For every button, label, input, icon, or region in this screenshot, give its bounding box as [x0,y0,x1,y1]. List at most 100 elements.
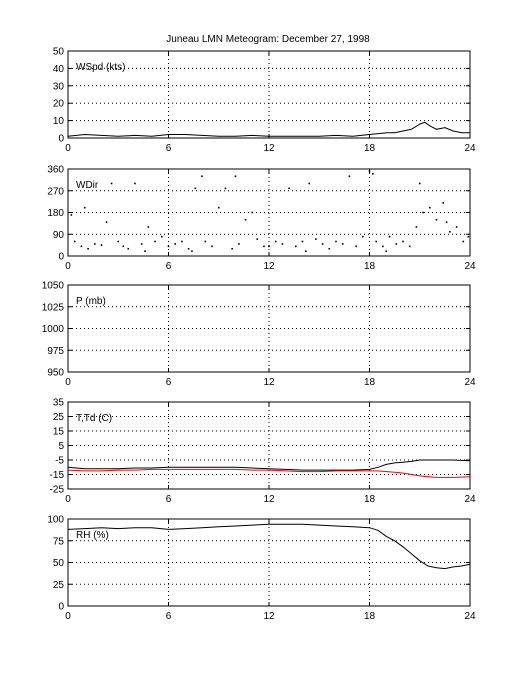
x-tick-label: 0 [65,611,71,622]
y-tick-label: 10 [53,116,65,127]
y-tick-label: -5 [55,456,64,467]
y-tick-label: 0 [58,602,64,613]
wind-direction-point [154,240,156,243]
wind-direction-point [368,170,371,173]
x-tick-label: 6 [166,494,172,505]
wind-direction-point [328,247,331,250]
wind-direction-point [435,218,438,221]
wind-direction-point [408,245,411,248]
x-tick-label: 24 [464,143,476,154]
panel-3: -25 -15 -5 5 15 25 35 0 6 12 18 24 T,Td (C) [50,398,476,506]
y-tick-label: 50 [53,558,65,569]
y-tick-label: 35 [53,398,65,409]
wind-direction-point [455,226,458,228]
wind-direction-point [244,218,247,221]
wind-direction-point [341,243,344,245]
y-tick-label: 360 [47,165,64,176]
x-tick-label: 12 [263,143,275,154]
series-line-0 [67,121,470,137]
y-tick-label: 25 [53,412,65,423]
wind-direction-point [415,226,418,228]
wind-direction-point [194,187,197,190]
wind-direction-point [295,245,297,248]
y-tick-label: 75 [53,536,65,547]
x-tick-label: 12 [263,261,275,272]
wind-direction-point [144,250,146,252]
panel-4: 0 25 50 75 100 0 6 12 18 24 RH (%) [47,515,476,623]
plot-area [68,51,470,138]
x-tick-label: 24 [464,377,476,388]
series-line-0 [67,459,471,471]
x-tick-label: 12 [263,611,275,622]
wind-direction-point [402,240,404,243]
y-tick-label: 950 [47,368,64,379]
wind-direction-point [105,221,108,223]
wind-direction-point [385,250,388,252]
panel-label: WDir [76,180,99,191]
wind-direction-point [467,235,470,238]
wind-direction-point [174,243,176,245]
y-tick-label: 270 [47,186,64,197]
wind-direction-point [167,245,170,248]
wind-direction-point [395,243,398,245]
wind-direction-point [422,211,424,214]
x-tick-label: 6 [166,611,172,622]
x-tick-label: 0 [65,261,71,272]
wind-direction-point [87,247,89,250]
y-tick-label: 0 [58,252,64,263]
wind-direction-point [321,243,324,245]
wind-direction-point [73,240,76,243]
wind-direction-point [187,247,190,250]
x-tick-label: 18 [364,494,376,505]
series-line-1 [67,468,471,478]
wind-direction-point [355,245,357,248]
wind-direction-point [449,231,451,233]
wind-direction-point [388,235,391,238]
wind-direction-point [234,175,237,178]
wind-direction-point [181,240,183,243]
wind-direction-point [70,214,73,216]
wind-direction-point [281,243,284,245]
plot-frame [67,50,471,139]
wind-direction-point [94,243,96,245]
y-tick-label: 975 [47,346,64,357]
wind-direction-point [372,173,374,175]
wind-direction-point [83,206,86,209]
wind-direction-point [335,240,337,243]
series-line-0 [67,523,471,570]
wind-direction-point [348,175,351,178]
y-tick-label: 1000 [42,324,65,335]
wind-direction-point [308,182,310,185]
x-tick-label: 12 [263,494,275,505]
x-tick-label: 6 [166,143,172,154]
wind-direction-point [442,202,444,204]
plot-frame [67,401,471,490]
y-tick-label: 0 [58,134,64,145]
wind-direction-point [140,243,143,245]
wind-direction-point [462,240,465,243]
wind-direction-point [445,221,448,223]
y-tick-label: 25 [53,580,65,591]
y-tick-label: -15 [50,470,65,481]
y-tick-label: 40 [53,64,65,75]
figure-title: Juneau LMN Meteogram: December 27, 1998 [166,34,370,45]
x-tick-label: 0 [65,377,71,388]
x-tick-label: 24 [464,494,476,505]
x-tick-label: 12 [263,377,275,388]
panel-label: RH (%) [76,530,109,541]
panel-2: 950 975 1000 1025 1050 0 6 12 18 24 P (mb) [42,281,476,389]
plot-frame [67,284,471,373]
x-tick-label: 24 [464,261,476,272]
wind-direction-point [201,175,203,178]
panel-0: 0 10 20 30 40 50 0 6 12 18 24 WSpd (kts) [53,47,476,155]
y-tick-label: -25 [50,485,65,496]
wind-direction-point [161,235,163,238]
wind-direction-point [211,245,213,248]
wind-direction-point [224,187,227,190]
panel-label: T,Td (C) [76,413,112,424]
y-tick-label: 180 [47,208,64,219]
wind-direction-point [251,211,254,214]
wind-direction-point [268,245,270,248]
